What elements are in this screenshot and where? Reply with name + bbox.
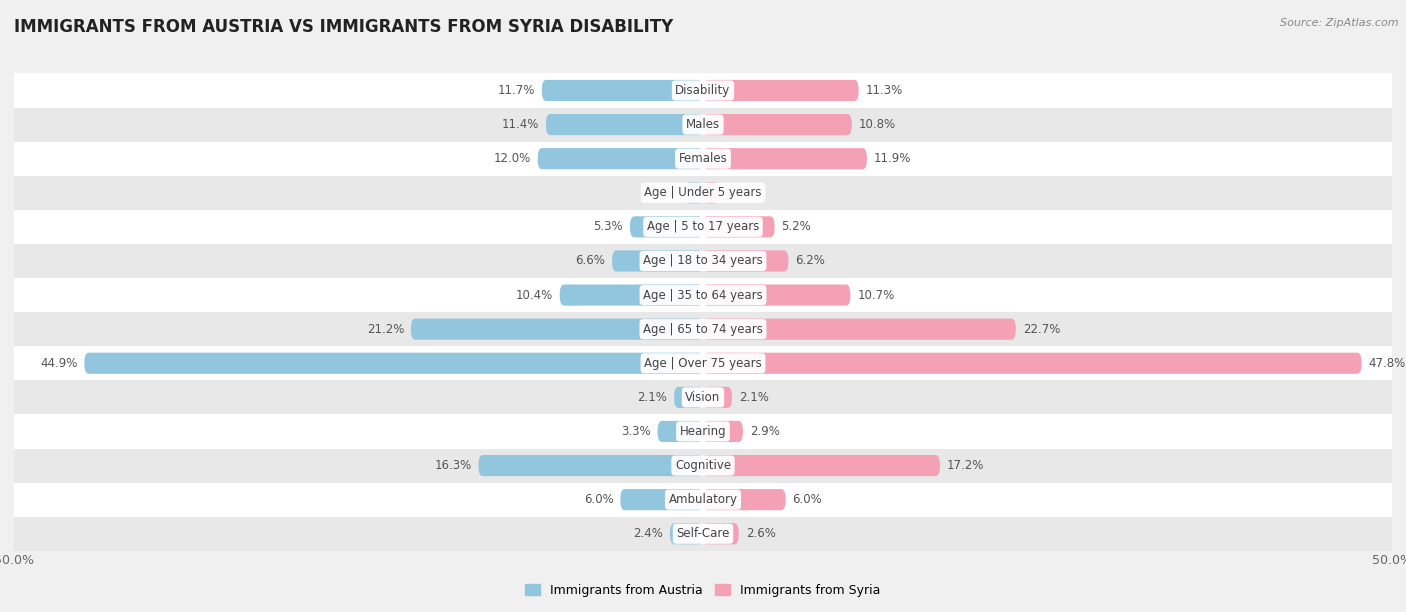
Text: Age | Over 75 years: Age | Over 75 years xyxy=(644,357,762,370)
Text: 47.8%: 47.8% xyxy=(1368,357,1406,370)
FancyBboxPatch shape xyxy=(703,489,786,510)
FancyBboxPatch shape xyxy=(703,216,775,237)
Text: 6.0%: 6.0% xyxy=(793,493,823,506)
FancyBboxPatch shape xyxy=(546,114,703,135)
Bar xyxy=(14,380,1392,414)
Legend: Immigrants from Austria, Immigrants from Syria: Immigrants from Austria, Immigrants from… xyxy=(520,579,886,602)
Bar xyxy=(14,108,1392,141)
Text: 17.2%: 17.2% xyxy=(946,459,984,472)
Text: 1.1%: 1.1% xyxy=(725,186,755,200)
FancyBboxPatch shape xyxy=(658,421,703,442)
Text: 2.6%: 2.6% xyxy=(745,528,776,540)
FancyBboxPatch shape xyxy=(703,182,718,203)
FancyBboxPatch shape xyxy=(612,250,703,272)
FancyBboxPatch shape xyxy=(478,455,703,476)
Text: Age | Under 5 years: Age | Under 5 years xyxy=(644,186,762,200)
Text: 44.9%: 44.9% xyxy=(39,357,77,370)
Text: 11.7%: 11.7% xyxy=(498,84,534,97)
FancyBboxPatch shape xyxy=(703,114,852,135)
Text: Self-Care: Self-Care xyxy=(676,528,730,540)
FancyBboxPatch shape xyxy=(537,148,703,170)
Text: 21.2%: 21.2% xyxy=(367,323,404,335)
Text: 2.1%: 2.1% xyxy=(637,391,668,404)
FancyBboxPatch shape xyxy=(541,80,703,101)
Text: 10.4%: 10.4% xyxy=(516,289,553,302)
Text: 11.9%: 11.9% xyxy=(875,152,911,165)
Bar xyxy=(14,312,1392,346)
FancyBboxPatch shape xyxy=(703,250,789,272)
FancyBboxPatch shape xyxy=(703,387,733,408)
FancyBboxPatch shape xyxy=(673,387,703,408)
Text: 10.8%: 10.8% xyxy=(859,118,896,131)
Text: 22.7%: 22.7% xyxy=(1022,323,1060,335)
Text: 2.9%: 2.9% xyxy=(749,425,780,438)
FancyBboxPatch shape xyxy=(620,489,703,510)
Bar xyxy=(14,346,1392,380)
Text: 11.3%: 11.3% xyxy=(866,84,903,97)
FancyBboxPatch shape xyxy=(685,182,703,203)
Text: Age | 35 to 64 years: Age | 35 to 64 years xyxy=(643,289,763,302)
Text: Males: Males xyxy=(686,118,720,131)
FancyBboxPatch shape xyxy=(560,285,703,305)
Text: Age | 5 to 17 years: Age | 5 to 17 years xyxy=(647,220,759,233)
Text: Age | 65 to 74 years: Age | 65 to 74 years xyxy=(643,323,763,335)
FancyBboxPatch shape xyxy=(84,353,703,374)
FancyBboxPatch shape xyxy=(703,80,859,101)
Text: 2.4%: 2.4% xyxy=(633,528,664,540)
FancyBboxPatch shape xyxy=(703,353,1361,374)
Text: 12.0%: 12.0% xyxy=(494,152,531,165)
Text: 16.3%: 16.3% xyxy=(434,459,471,472)
Text: Vision: Vision xyxy=(685,391,721,404)
Bar xyxy=(14,278,1392,312)
FancyBboxPatch shape xyxy=(703,421,742,442)
Text: Source: ZipAtlas.com: Source: ZipAtlas.com xyxy=(1281,18,1399,28)
FancyBboxPatch shape xyxy=(703,148,868,170)
FancyBboxPatch shape xyxy=(703,285,851,305)
Text: 11.4%: 11.4% xyxy=(502,118,538,131)
Bar xyxy=(14,176,1392,210)
Bar xyxy=(14,210,1392,244)
FancyBboxPatch shape xyxy=(411,319,703,340)
Text: Disability: Disability xyxy=(675,84,731,97)
Text: IMMIGRANTS FROM AUSTRIA VS IMMIGRANTS FROM SYRIA DISABILITY: IMMIGRANTS FROM AUSTRIA VS IMMIGRANTS FR… xyxy=(14,18,673,36)
Text: Females: Females xyxy=(679,152,727,165)
Text: Age | 18 to 34 years: Age | 18 to 34 years xyxy=(643,255,763,267)
Text: 6.6%: 6.6% xyxy=(575,255,605,267)
Text: Hearing: Hearing xyxy=(679,425,727,438)
FancyBboxPatch shape xyxy=(703,319,1015,340)
Text: 1.3%: 1.3% xyxy=(648,186,678,200)
FancyBboxPatch shape xyxy=(630,216,703,237)
Text: Ambulatory: Ambulatory xyxy=(668,493,738,506)
FancyBboxPatch shape xyxy=(669,523,703,544)
FancyBboxPatch shape xyxy=(703,523,738,544)
Bar xyxy=(14,141,1392,176)
Bar xyxy=(14,73,1392,108)
FancyBboxPatch shape xyxy=(703,455,941,476)
Text: 6.2%: 6.2% xyxy=(796,255,825,267)
Bar xyxy=(14,483,1392,517)
Text: 5.2%: 5.2% xyxy=(782,220,811,233)
Text: 6.0%: 6.0% xyxy=(583,493,613,506)
Text: Cognitive: Cognitive xyxy=(675,459,731,472)
Bar xyxy=(14,449,1392,483)
Bar xyxy=(14,244,1392,278)
Text: 3.3%: 3.3% xyxy=(621,425,651,438)
Text: 10.7%: 10.7% xyxy=(858,289,894,302)
Text: 5.3%: 5.3% xyxy=(593,220,623,233)
Bar xyxy=(14,414,1392,449)
Text: 2.1%: 2.1% xyxy=(738,391,769,404)
Bar xyxy=(14,517,1392,551)
